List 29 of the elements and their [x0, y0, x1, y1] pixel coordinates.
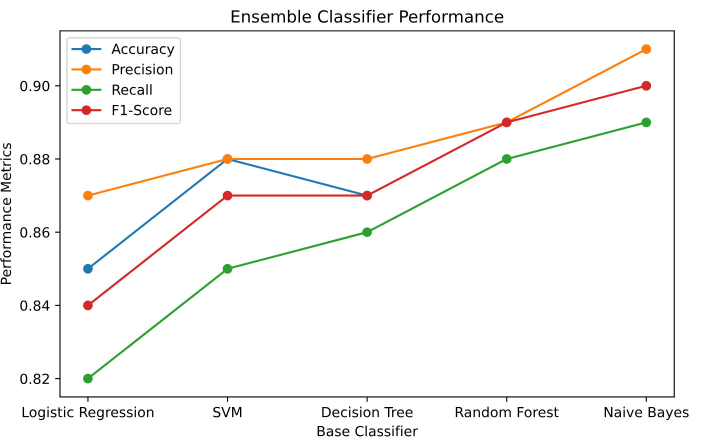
- point: [83, 190, 93, 200]
- chart-title: Ensemble Classifier Performance: [232, 10, 504, 23]
- point: [641, 118, 652, 128]
- point: [222, 190, 232, 200]
- y-tick-label: 0.82: [20, 374, 49, 384]
- x-tick-label: Random Forest: [456, 406, 559, 418]
- point: [362, 154, 372, 164]
- point: [222, 264, 232, 274]
- legend-label: F1-Score: [112, 104, 172, 116]
- legend-label: Precision: [112, 64, 172, 75]
- x-tick-label: SVM: [213, 406, 242, 418]
- legend-label: Accuracy: [112, 44, 174, 57]
- point: [641, 80, 652, 91]
- legend-label: Recall: [112, 84, 152, 95]
- point: [362, 227, 372, 238]
- x-tick-label: Logistic Regression: [22, 406, 154, 420]
- y-tick-label: 0.86: [20, 227, 50, 238]
- y-tick-label: 0.90: [20, 80, 50, 92]
- x-axis-title: Base Classifier: [318, 426, 418, 436]
- x-tick-label: Naive Bayes: [604, 406, 689, 420]
- point: [502, 154, 512, 164]
- y-tick-label: 0.84: [20, 300, 50, 311]
- y-tick-label: 0.88: [20, 154, 50, 164]
- x-tick-label: Decision Tree: [322, 406, 413, 418]
- point: [83, 300, 93, 310]
- point: [83, 374, 93, 384]
- point: [83, 264, 93, 274]
- y-axis-title: Performance Metrics: [0, 143, 12, 284]
- point: [641, 44, 652, 54]
